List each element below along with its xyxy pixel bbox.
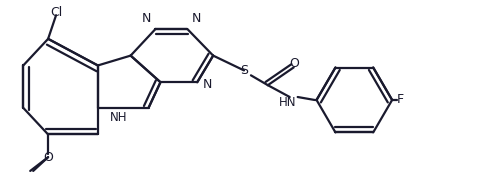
Text: F: F: [396, 93, 403, 106]
Text: N: N: [191, 12, 200, 25]
Text: O: O: [288, 57, 298, 70]
Text: NH: NH: [110, 111, 127, 124]
Text: N: N: [142, 12, 151, 25]
Text: S: S: [240, 64, 248, 77]
Text: HN: HN: [278, 96, 296, 109]
Text: Cl: Cl: [50, 6, 62, 19]
Text: N: N: [203, 78, 212, 91]
Text: O: O: [43, 151, 53, 164]
